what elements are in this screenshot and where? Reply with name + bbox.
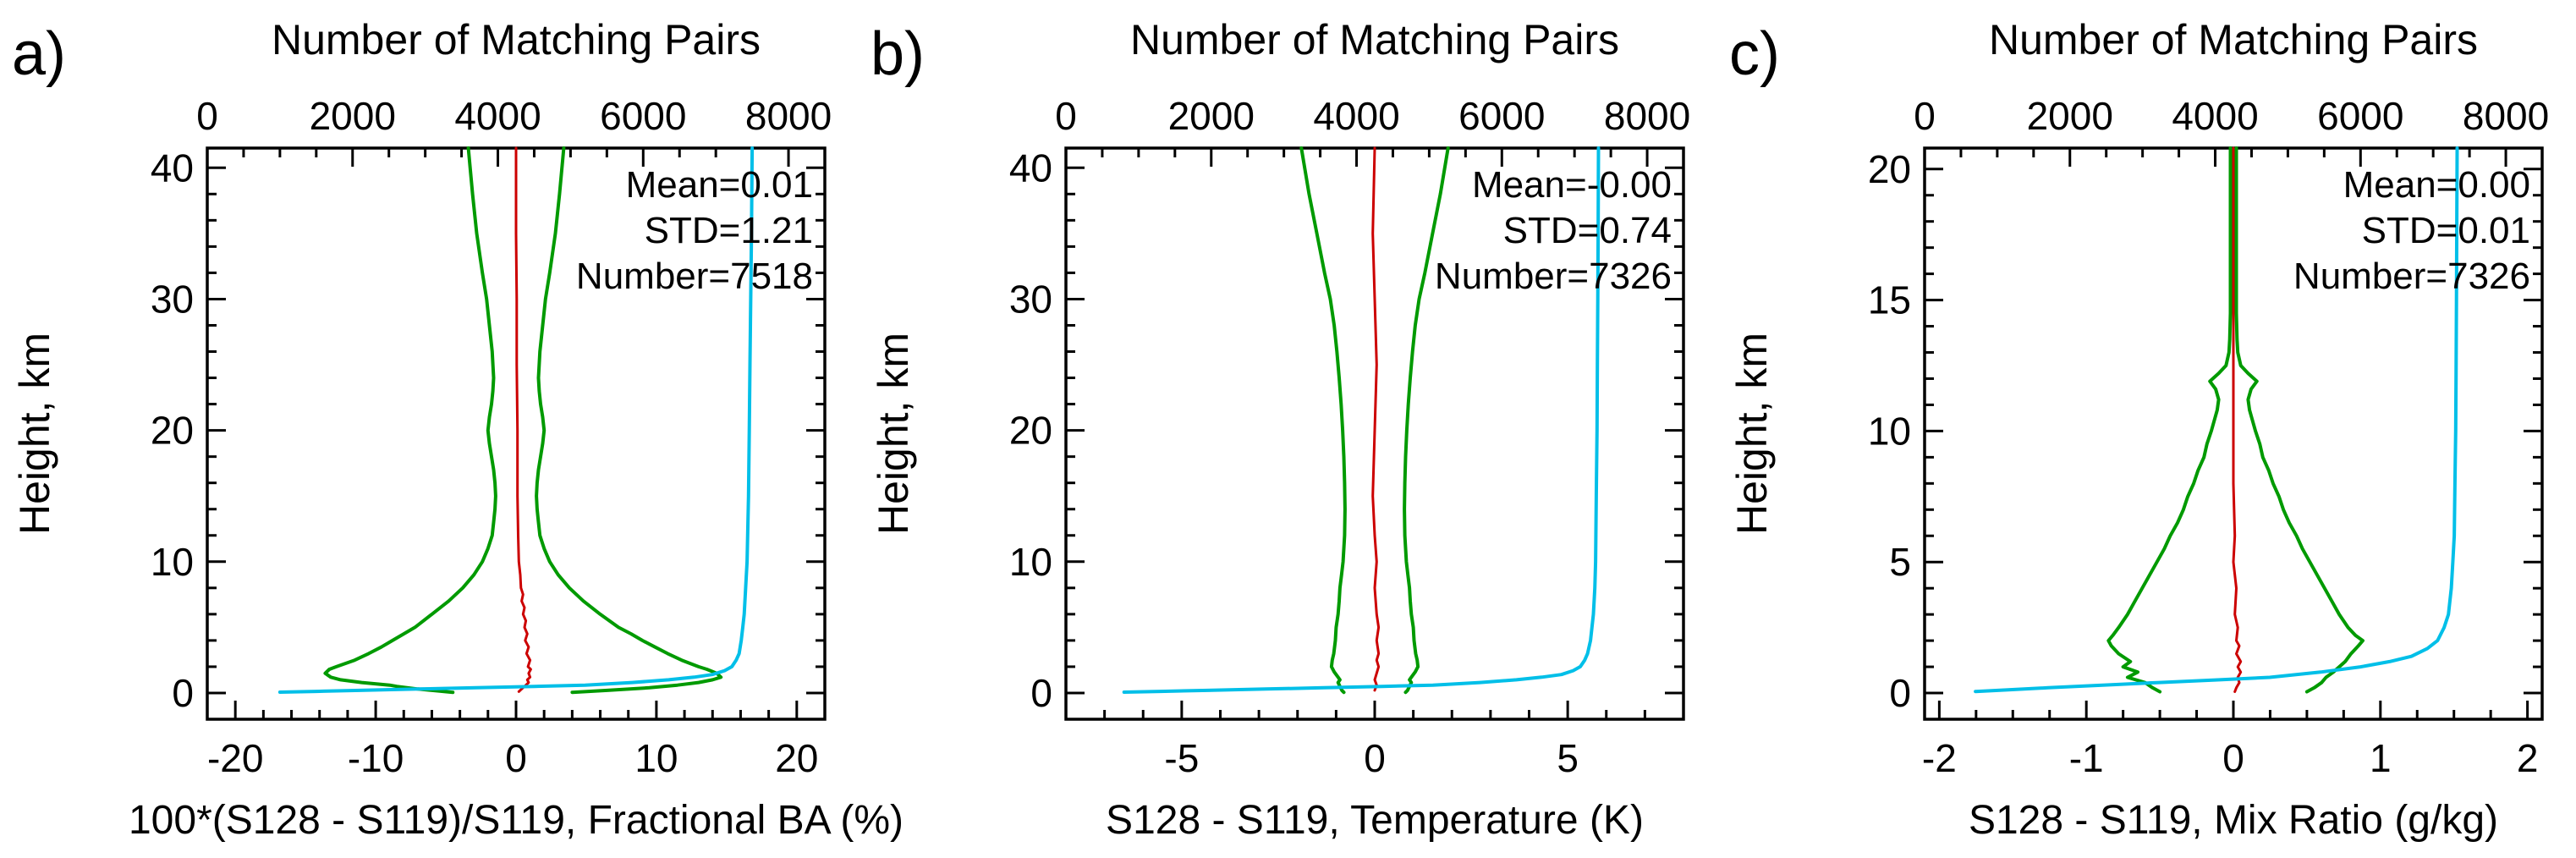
x-tick-label: 2 xyxy=(2517,736,2539,780)
top-tick-label: 0 xyxy=(1914,94,1936,138)
x-tick-label: 0 xyxy=(2222,736,2244,780)
top-tick-label: 8000 xyxy=(745,94,832,138)
y-tick-label: 0 xyxy=(1889,671,1911,715)
top-axis-title: Number of Matching Pairs xyxy=(1989,16,2478,63)
y-tick-label: 40 xyxy=(1009,146,1052,190)
y-tick-label: 20 xyxy=(1009,409,1052,453)
mean-profile-line xyxy=(1371,146,1381,692)
top-tick-label: 4000 xyxy=(454,94,541,138)
x-tick-label: -2 xyxy=(1922,736,1957,780)
x-tick-label: 1 xyxy=(2370,736,2392,780)
x-tick-label: 5 xyxy=(1557,736,1579,780)
x-axis-title: S128 - S119, Mix Ratio (g/kg) xyxy=(1969,798,2498,843)
std-upper-line xyxy=(2234,146,2365,694)
top-tick-label: 8000 xyxy=(1604,94,1690,138)
y-tick-label: 0 xyxy=(172,671,194,715)
x-tick-label: -5 xyxy=(1164,736,1199,780)
y-tick-label: 30 xyxy=(1009,277,1052,321)
stat-text: Number=7326 xyxy=(2293,256,2530,297)
top-tick-label: 4000 xyxy=(2172,94,2258,138)
x-tick-label: -10 xyxy=(348,736,404,780)
y-axis-title: Height, km xyxy=(870,333,917,535)
y-axis-title: Height, km xyxy=(11,333,58,535)
y-tick-label: 10 xyxy=(1868,409,1911,453)
y-tick-label: 10 xyxy=(151,540,194,584)
panel-label: b) xyxy=(871,20,925,88)
std-lower-line xyxy=(1299,146,1347,695)
y-tick-label: 20 xyxy=(151,409,194,453)
panel-label: a) xyxy=(12,20,66,88)
std-lower-line xyxy=(2106,146,2233,694)
x-tick-label: 0 xyxy=(1364,736,1386,780)
x-axis-title: 100*(S128 - S119)/S119, Fractional BA (%… xyxy=(129,798,904,843)
panel-chart-c: c)-2 -1 0 1 20 2000 4000 6000 800005101520Number… xyxy=(1728,16,2549,843)
x-tick-label: 0 xyxy=(505,736,527,780)
stat-text: Number=7326 xyxy=(1435,256,1672,297)
top-tick-label: 6000 xyxy=(2317,94,2403,138)
mean-profile-line xyxy=(2232,146,2243,693)
matching-pairs-line xyxy=(277,146,755,694)
panel-label: c) xyxy=(1729,20,1780,88)
y-tick-label: 10 xyxy=(1009,540,1052,584)
x-tick-label: -1 xyxy=(2069,736,2104,780)
matching-pairs-line xyxy=(1122,146,1601,694)
stat-text: Mean=0.00 xyxy=(2343,164,2530,206)
std-upper-line xyxy=(1403,146,1450,695)
y-tick-label: 20 xyxy=(1868,147,1911,191)
top-tick-label: 2000 xyxy=(2027,94,2113,138)
y-tick-label: 30 xyxy=(151,277,194,321)
top-tick-label: 4000 xyxy=(1313,94,1399,138)
panel-chart-a: a) -20 -10 0 10 20 0 2000 4000 6000 8000 0 10 20 30 40 N… xyxy=(11,16,904,843)
y-axis-title: Height, km xyxy=(1728,333,1776,535)
stat-text: Mean=0.01 xyxy=(626,164,813,206)
top-tick-label: 2000 xyxy=(1168,94,1255,138)
y-tick-label: 40 xyxy=(151,146,194,190)
top-axis-title: Number of Matching Pairs xyxy=(272,16,761,63)
x-axis-title: S128 - S119, Temperature (K) xyxy=(1106,798,1644,843)
stat-text: STD=1.21 xyxy=(645,210,813,251)
stat-text: STD=0.01 xyxy=(2362,210,2530,251)
panel-chart-b: b) -5 0 5 0 2000 4000 6000 8000 0 10 20 30 40 Number o… xyxy=(870,16,1690,843)
y-tick-label: 15 xyxy=(1868,278,1911,322)
stat-text: Mean=-0.00 xyxy=(1472,164,1672,206)
stat-text: STD=0.74 xyxy=(1503,210,1672,251)
top-tick-label: 6000 xyxy=(600,94,686,138)
top-axis-title: Number of Matching Pairs xyxy=(1130,16,1619,63)
std-lower-line xyxy=(323,146,497,695)
top-tick-label: 0 xyxy=(1055,94,1077,138)
top-tick-label: 2000 xyxy=(310,94,396,138)
y-tick-label: 0 xyxy=(1030,671,1052,715)
x-tick-label: 20 xyxy=(775,736,818,780)
x-tick-label: 10 xyxy=(634,736,678,780)
top-tick-label: 8000 xyxy=(2463,94,2549,138)
stat-text: Number=7518 xyxy=(576,256,813,297)
matching-pairs-line xyxy=(1974,146,2459,694)
x-tick-label: -20 xyxy=(207,736,263,780)
mean-profile-line xyxy=(514,146,532,693)
y-tick-label: 5 xyxy=(1889,540,1911,584)
top-tick-label: 0 xyxy=(196,94,218,138)
top-tick-label: 6000 xyxy=(1458,94,1545,138)
